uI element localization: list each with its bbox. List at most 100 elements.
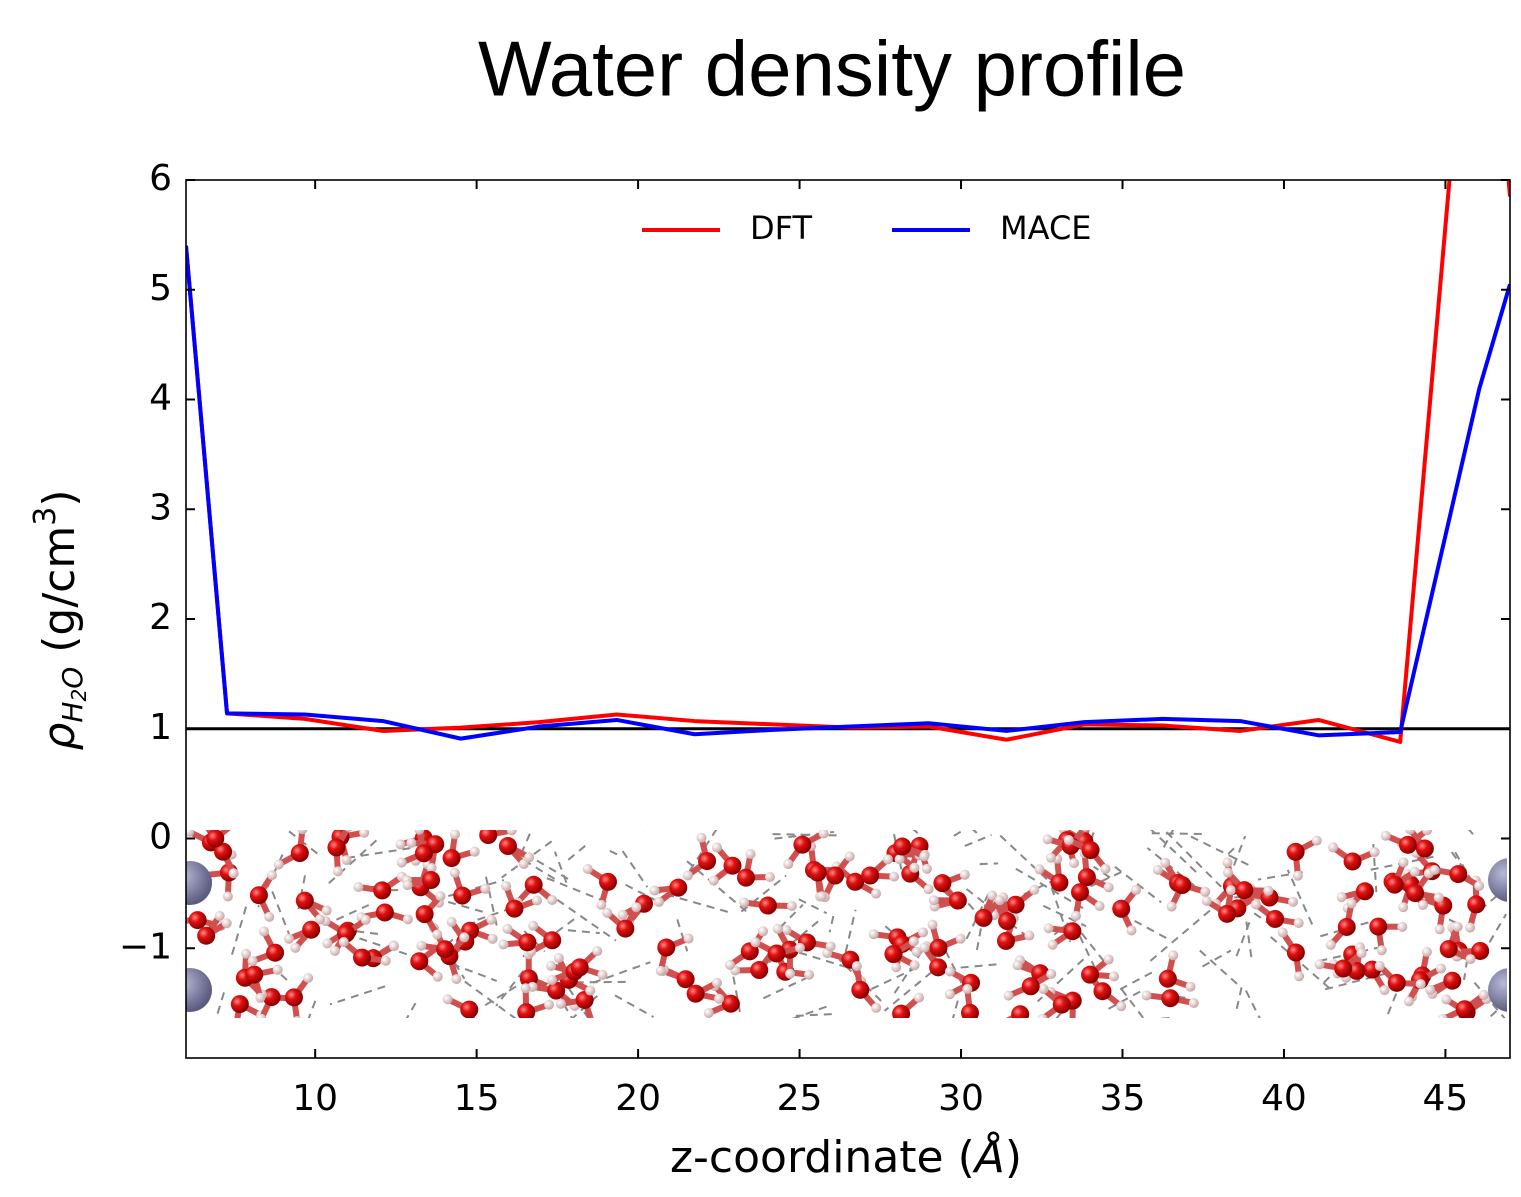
hydrogen: [283, 933, 294, 944]
oxygen: [1286, 943, 1305, 962]
hbond: [1186, 833, 1249, 866]
x-tick-label: 20: [615, 1078, 661, 1119]
hbond: [345, 932, 413, 957]
hydrogen: [960, 1031, 970, 1041]
hydrogen: [186, 830, 195, 837]
hydrogen: [1452, 921, 1463, 932]
hbond: [779, 904, 804, 929]
oxygen: [1052, 995, 1071, 1014]
oxygen: [1081, 965, 1100, 984]
oxygen: [1467, 895, 1486, 914]
hydrogen: [1409, 866, 1420, 877]
hbond: [1120, 988, 1145, 1018]
oxygen: [375, 903, 394, 922]
hydrogen: [293, 1016, 302, 1018]
hydrogen: [1346, 898, 1357, 909]
hbond: [230, 906, 248, 956]
hbond: [1150, 830, 1197, 873]
hbond: [1018, 1019, 1058, 1049]
hydrogen: [1376, 945, 1387, 956]
oxygen: [1173, 876, 1192, 895]
hydrogen: [1126, 925, 1137, 936]
hydrogen: [395, 839, 406, 850]
metal-atom: [186, 861, 212, 905]
hbond: [1202, 949, 1232, 968]
hbond: [556, 898, 617, 942]
hydrogen: [1277, 927, 1288, 938]
y-axis-label-part: 3: [28, 507, 63, 526]
hydrogen: [501, 881, 512, 892]
hydrogen: [696, 832, 707, 843]
oxygen: [197, 926, 216, 945]
hydrogen: [772, 923, 783, 934]
hydrogen: [1398, 902, 1409, 913]
hbond: [1108, 987, 1146, 1010]
hbond: [1473, 981, 1506, 1018]
hydrogen: [1465, 954, 1476, 965]
x-tick-label: 40: [1261, 1078, 1307, 1119]
hydrogen: [649, 885, 660, 896]
hydrogen: [927, 919, 938, 930]
hbond: [940, 940, 969, 997]
oxygen: [1158, 969, 1177, 988]
hbond: [789, 1013, 832, 1018]
hydrogen: [229, 819, 239, 829]
oxygen: [1334, 959, 1353, 978]
hbond: [975, 904, 987, 951]
hbond: [1318, 946, 1360, 988]
hydrogen: [1437, 1014, 1448, 1018]
hydrogen: [655, 965, 666, 976]
hydrogen: [396, 857, 407, 868]
hydrogen: [546, 960, 557, 971]
oxygen: [721, 994, 740, 1013]
oxygen: [547, 981, 566, 1000]
hydrogen: [1160, 857, 1171, 868]
hydrogen: [341, 855, 352, 866]
hydrogen: [402, 914, 413, 925]
oxygen: [657, 938, 676, 957]
hydrogen: [256, 1013, 267, 1018]
hydrogen: [1069, 858, 1080, 869]
hydrogen: [1465, 922, 1476, 933]
hydrogen: [816, 891, 827, 902]
hydrogen: [1084, 813, 1094, 823]
hbond: [740, 874, 787, 913]
hbond: [972, 830, 978, 834]
hydrogen: [871, 1002, 882, 1013]
hydrogen: [1417, 899, 1428, 910]
hydrogen: [918, 927, 929, 938]
hydrogen: [1201, 895, 1212, 906]
hydrogen: [266, 870, 277, 881]
hbond: [772, 833, 837, 837]
hydrogen: [781, 924, 792, 935]
hydrogen: [241, 948, 252, 959]
oxygen: [1093, 982, 1112, 1001]
hydrogen: [446, 916, 457, 927]
hydrogen: [891, 962, 902, 973]
hbond: [1114, 865, 1162, 904]
axes-frame: [185, 179, 1511, 1059]
oxygen: [1347, 961, 1366, 980]
hydrogen: [1029, 884, 1040, 895]
hydrogen: [712, 977, 723, 988]
hydrogen: [1429, 865, 1440, 876]
hbond: [1234, 987, 1243, 1015]
hydrogen: [402, 880, 413, 891]
oxygen: [266, 943, 285, 962]
hbond: [484, 978, 528, 1007]
legend-label: DFT: [750, 209, 812, 247]
hydrogen: [1328, 842, 1339, 853]
oxygen: [808, 863, 827, 882]
hbond: [329, 985, 386, 1006]
hydrogen: [329, 946, 340, 957]
y-axis-label-part: O: [56, 667, 89, 689]
y-tick-label: 6: [149, 158, 172, 199]
hydrogen: [1474, 880, 1485, 891]
hydrogen: [498, 939, 509, 950]
hbond: [609, 849, 623, 858]
hbond: [1454, 851, 1470, 877]
hydrogen: [518, 859, 529, 870]
hbond: [979, 862, 999, 866]
oxygen: [373, 881, 392, 900]
hydrogen: [273, 859, 284, 870]
